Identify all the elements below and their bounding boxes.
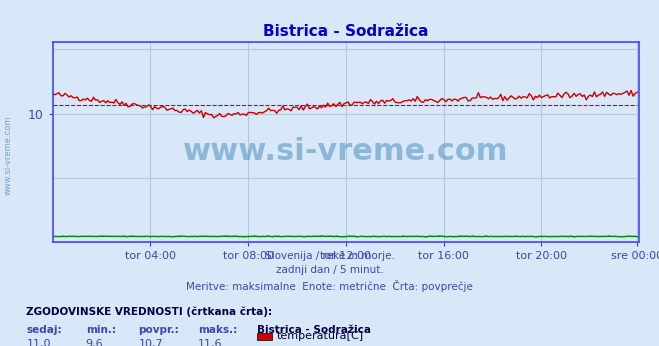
Text: min.:: min.: — [86, 325, 116, 335]
Text: Bistrica - Sodražica: Bistrica - Sodražica — [257, 325, 371, 335]
Text: Slovenija / reke in morje.: Slovenija / reke in morje. — [264, 251, 395, 261]
Text: www.si-vreme.com: www.si-vreme.com — [183, 137, 509, 166]
Title: Bistrica - Sodražica: Bistrica - Sodražica — [264, 24, 428, 39]
Text: 11,0: 11,0 — [26, 339, 51, 346]
Text: ZGODOVINSKE VREDNOSTI (črtkana črta):: ZGODOVINSKE VREDNOSTI (črtkana črta): — [26, 306, 272, 317]
FancyBboxPatch shape — [257, 333, 272, 340]
Text: povpr.:: povpr.: — [138, 325, 179, 335]
Text: sedaj:: sedaj: — [26, 325, 62, 335]
Text: 9,6: 9,6 — [86, 339, 103, 346]
Text: maks.:: maks.: — [198, 325, 237, 335]
Text: www.si-vreme.com: www.si-vreme.com — [3, 116, 13, 195]
Text: Meritve: maksimalne  Enote: metrične  Črta: povprečje: Meritve: maksimalne Enote: metrične Črta… — [186, 280, 473, 292]
Text: temperatura[C]: temperatura[C] — [277, 331, 364, 341]
Text: 11,6: 11,6 — [198, 339, 222, 346]
Text: zadnji dan / 5 minut.: zadnji dan / 5 minut. — [275, 265, 384, 275]
Text: 10,7: 10,7 — [138, 339, 163, 346]
